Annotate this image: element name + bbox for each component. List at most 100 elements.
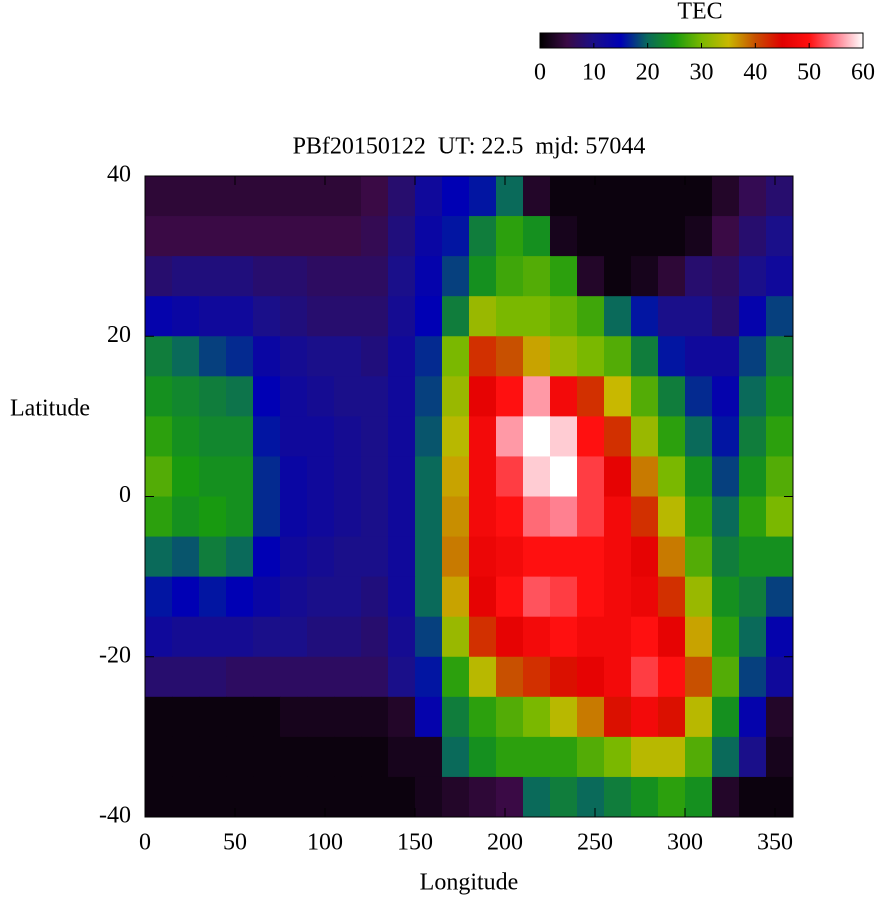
heat-cell: [361, 416, 389, 457]
heat-cell: [712, 456, 740, 497]
heat-cell: [388, 736, 416, 778]
heat-cell: [685, 776, 713, 818]
heat-cell: [469, 336, 497, 377]
heat-cell: [172, 176, 200, 217]
heat-cell: [145, 656, 173, 698]
heat-cell: [415, 376, 443, 417]
heat-cell: [334, 376, 362, 417]
heat-cell: [712, 616, 740, 658]
heat-cell: [550, 256, 578, 297]
heat-cell: [388, 456, 416, 497]
heat-cell: [766, 736, 794, 778]
heat-cell: [226, 416, 254, 457]
heat-cell: [442, 416, 470, 457]
heat-cell: [253, 376, 281, 417]
heat-cell: [658, 656, 686, 698]
heat-cell: [280, 696, 308, 738]
heat-cell: [469, 296, 497, 337]
heat-cell: [442, 736, 470, 778]
heat-cell: [550, 576, 578, 618]
heat-cell: [172, 256, 200, 297]
y-tick-label: 20: [107, 322, 131, 348]
heat-cell: [604, 576, 632, 618]
heat-cell: [766, 456, 794, 497]
y-tick-label: 40: [107, 162, 131, 188]
heat-cell: [145, 696, 173, 738]
heat-cell: [226, 736, 254, 778]
heat-cell: [496, 776, 524, 818]
heat-cell: [361, 256, 389, 297]
heat-cell: [145, 456, 173, 497]
heat-cell: [442, 216, 470, 257]
heat-cell: [199, 456, 227, 497]
heat-cell: [469, 496, 497, 538]
heat-cell: [739, 176, 767, 217]
heat-cell: [172, 576, 200, 618]
heat-cell: [172, 496, 200, 538]
heat-cell: [685, 296, 713, 337]
heat-cell: [739, 296, 767, 337]
heat-cell: [415, 616, 443, 658]
heat-cell: [199, 696, 227, 738]
heat-cell: [685, 176, 713, 217]
heat-cell: [442, 336, 470, 377]
heat-cell: [712, 336, 740, 377]
heat-cell: [280, 256, 308, 297]
heat-cell: [415, 456, 443, 497]
heat-cell: [361, 696, 389, 738]
heat-cell: [469, 576, 497, 618]
heat-cell: [496, 376, 524, 417]
heat-cell: [685, 456, 713, 497]
heat-cell: [442, 256, 470, 297]
heat-cell: [307, 696, 335, 738]
heat-cell: [766, 616, 794, 658]
heat-cell: [469, 456, 497, 497]
heat-cell: [415, 536, 443, 578]
heat-cell: [253, 736, 281, 778]
heat-cell: [766, 176, 794, 217]
heat-cell: [145, 296, 173, 337]
heat-cell: [550, 736, 578, 778]
heat-cell: [442, 496, 470, 538]
heat-cell: [496, 736, 524, 778]
heat-cell: [604, 296, 632, 337]
heat-cell: [280, 216, 308, 257]
heat-cell: [658, 336, 686, 377]
heat-cell: [577, 776, 605, 818]
heat-cell: [577, 536, 605, 578]
heat-cell: [307, 176, 335, 217]
heat-cell: [415, 296, 443, 337]
heat-cell: [469, 776, 497, 818]
heat-cell: [388, 616, 416, 658]
heat-cell: [577, 696, 605, 738]
heat-cell: [766, 296, 794, 337]
heat-cell: [307, 376, 335, 417]
heat-cell: [361, 736, 389, 778]
heat-cell: [523, 736, 551, 778]
heat-cell: [172, 656, 200, 698]
heat-cell: [496, 176, 524, 217]
heat-cell: [496, 616, 524, 658]
heat-cell: [334, 496, 362, 538]
heat-cell: [496, 456, 524, 497]
heat-cell: [496, 696, 524, 738]
heat-cell: [172, 616, 200, 658]
heat-cell: [739, 376, 767, 417]
heat-cell: [442, 536, 470, 578]
heat-cell: [415, 216, 443, 257]
heat-cell: [361, 296, 389, 337]
heat-cell: [550, 336, 578, 377]
heat-cell: [523, 336, 551, 377]
heat-cell: [631, 256, 659, 297]
heat-cell: [361, 376, 389, 417]
heat-cell: [280, 336, 308, 377]
heat-cell: [658, 176, 686, 217]
heat-cell: [496, 576, 524, 618]
heat-cell: [280, 376, 308, 417]
heat-cell: [496, 656, 524, 698]
heat-cell: [253, 536, 281, 578]
heat-cell: [307, 336, 335, 377]
heat-cell: [280, 176, 308, 217]
x-tick-label: 150: [397, 830, 433, 856]
